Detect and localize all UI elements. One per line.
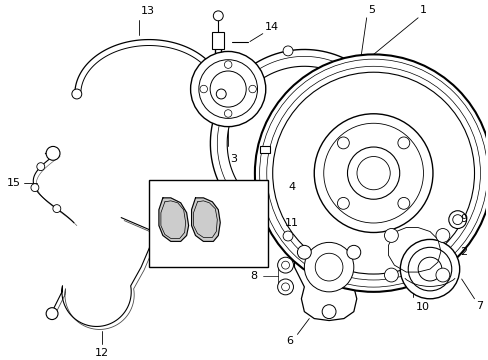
Circle shape [248,85,256,93]
Circle shape [397,197,409,209]
Circle shape [46,147,60,160]
Circle shape [322,305,335,319]
Text: 1: 1 [419,5,426,15]
Circle shape [384,268,398,282]
Circle shape [199,60,257,118]
Text: 2: 2 [459,247,466,257]
Circle shape [297,246,311,259]
Circle shape [151,213,161,222]
Bar [259,147,269,153]
Circle shape [314,114,432,233]
Bar [149,180,267,267]
Polygon shape [383,218,449,279]
Circle shape [266,66,480,280]
Text: 13: 13 [141,6,155,16]
Circle shape [323,123,423,223]
Circle shape [448,211,466,229]
Circle shape [210,71,246,107]
Circle shape [337,197,348,209]
Text: 5: 5 [368,5,375,15]
Circle shape [200,85,207,93]
Circle shape [281,283,289,291]
Text: 3: 3 [230,154,237,164]
Circle shape [304,242,353,292]
Polygon shape [159,198,188,242]
Circle shape [346,246,360,259]
Circle shape [224,110,231,117]
Circle shape [283,46,292,56]
Circle shape [216,89,226,99]
Circle shape [277,257,293,273]
Circle shape [224,61,231,68]
Circle shape [407,247,451,291]
Circle shape [435,229,449,242]
Circle shape [213,11,223,21]
Circle shape [53,204,61,212]
Circle shape [281,261,289,269]
Circle shape [397,137,409,149]
Text: 10: 10 [415,302,429,312]
Text: 12: 12 [94,348,108,358]
Text: 6: 6 [286,336,293,346]
Circle shape [356,157,389,190]
Circle shape [259,59,487,287]
Circle shape [277,279,293,295]
Text: 14: 14 [264,22,278,32]
Circle shape [417,257,441,281]
Text: 11: 11 [284,217,298,228]
Circle shape [46,308,58,320]
Circle shape [283,231,292,241]
Bar [212,32,224,49]
Text: 4: 4 [288,182,295,192]
Circle shape [435,268,449,282]
Circle shape [452,215,462,225]
Text: 15: 15 [6,178,20,188]
Polygon shape [294,234,366,320]
Polygon shape [191,198,220,242]
Circle shape [384,229,398,242]
Circle shape [347,147,399,199]
Circle shape [37,163,44,171]
Circle shape [337,137,348,149]
Circle shape [315,253,342,281]
Circle shape [272,72,473,274]
Text: 9: 9 [460,213,467,224]
Text: 8: 8 [249,271,257,281]
Circle shape [254,54,488,292]
Circle shape [31,184,39,192]
Circle shape [190,51,265,127]
Circle shape [400,239,459,299]
Circle shape [72,89,81,99]
Text: 7: 7 [475,301,483,311]
